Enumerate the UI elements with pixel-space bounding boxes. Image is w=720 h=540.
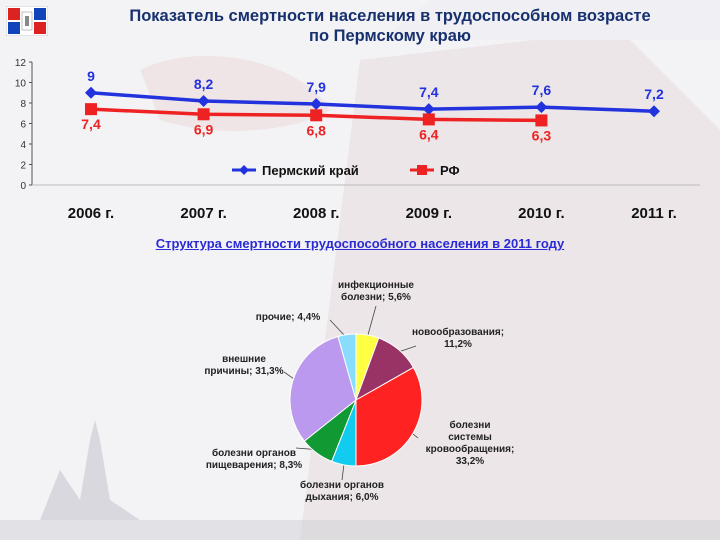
x-tick-label: 2011 г. — [631, 205, 677, 222]
line-chart: 0 2 4 6 8 10 12 9 8,2 7,9 7,4 7,6 7,2 7,4 6,9 6,8 6,4 6,… — [15, 58, 700, 222]
x-axis-labels: 2006 г. 2007 г. 2008 г. 2009 г. 2010 г. 2011 … — [68, 205, 677, 222]
x-tick-label: 2008 г. — [293, 205, 339, 222]
data-label: 7,4 — [81, 116, 101, 132]
pie-chart-title: Структура смертности трудоспособного нас… — [155, 236, 565, 251]
data-point — [535, 101, 548, 114]
data-label: 6,9 — [194, 121, 214, 137]
data-point — [85, 103, 97, 116]
x-tick-label: 2007 г. — [180, 205, 226, 222]
data-point — [310, 109, 323, 122]
data-label: 7,2 — [644, 86, 664, 102]
data-label: 6,4 — [419, 126, 439, 142]
y-tick-label: 4 — [20, 140, 26, 151]
chart-title-line-1: Показатель смертности населения в трудос… — [129, 7, 651, 25]
legend-marker — [417, 165, 427, 175]
chart-title: Показатель смертности населения в трудос… — [90, 6, 690, 46]
chart-series — [85, 86, 660, 127]
data-label: 6,3 — [532, 127, 552, 143]
data-point — [648, 105, 660, 118]
legend-label: Пермский край — [262, 163, 359, 178]
legend-label: РФ — [440, 163, 460, 178]
data-label: 9 — [87, 68, 95, 84]
data-point — [85, 86, 97, 99]
data-labels: 9 8,2 7,9 7,4 7,6 7,2 7,4 6,9 6,8 6,4 6,3 — [81, 68, 664, 144]
chart-legend: Пермский край РФ — [232, 163, 460, 178]
y-tick-label: 12 — [15, 58, 27, 69]
legend-marker — [239, 165, 249, 175]
data-point — [197, 94, 210, 107]
y-tick-label: 2 — [20, 161, 26, 172]
data-label: 8,2 — [194, 76, 214, 92]
x-tick-label: 2006 г. — [68, 205, 114, 222]
data-point — [310, 98, 323, 111]
chart-title-line-2: по Пермскому краю — [309, 27, 471, 45]
y-tick-label: 8 — [20, 99, 26, 110]
region-logo — [6, 6, 48, 36]
data-point — [422, 103, 435, 116]
y-tick-label: 6 — [20, 120, 26, 131]
data-label: 6,8 — [306, 122, 326, 138]
y-axis: 0 2 4 6 8 10 12 — [15, 58, 700, 192]
x-tick-label: 2009 г. — [406, 205, 452, 222]
series-line-perm-krai — [90, 91, 655, 113]
data-label: 7,4 — [419, 84, 439, 100]
x-tick-label: 2010 г. — [518, 205, 564, 222]
data-label: 7,6 — [532, 82, 552, 98]
data-point — [197, 108, 210, 121]
data-point — [422, 113, 435, 126]
data-label: 7,9 — [306, 79, 326, 95]
data-point — [535, 114, 548, 127]
y-tick-label: 10 — [15, 79, 27, 90]
y-tick-label: 0 — [20, 181, 26, 192]
